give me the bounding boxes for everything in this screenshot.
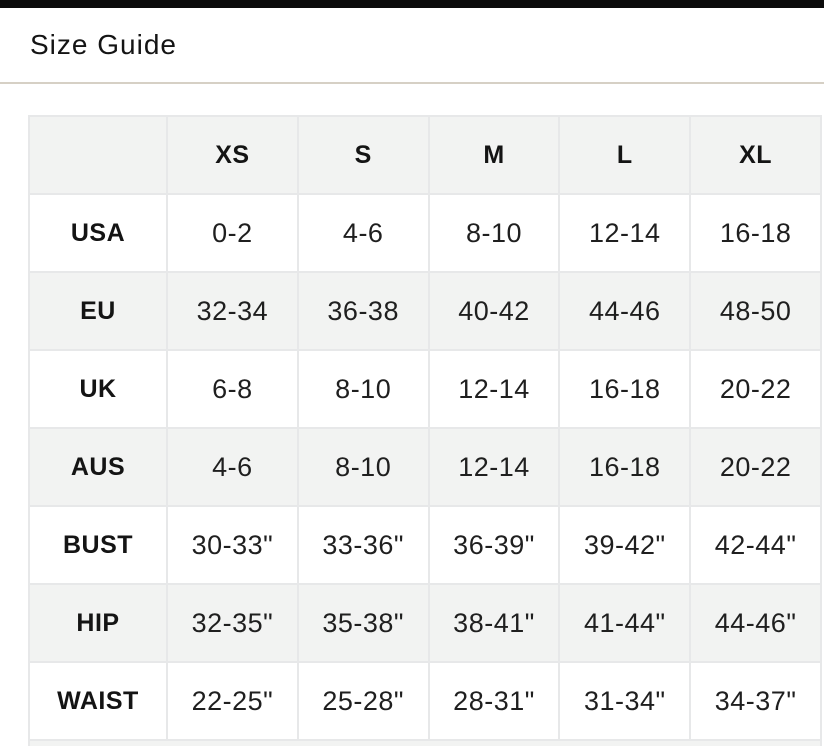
size-column-header: S: [296, 115, 430, 195]
size-guide-scroll-area[interactable]: XS S M L XL USA 0-2 4-6 8-10 12-14 16-18 EU 32-34 36…: [28, 115, 822, 746]
size-value-cell: 16-18: [558, 427, 692, 507]
size-value-cell: 8-10: [427, 193, 561, 273]
modal-top-bar: [0, 0, 824, 8]
row-label: AUS: [28, 427, 168, 507]
size-value-cell: 31-34": [558, 661, 692, 741]
size-value-cell: 34-37": [689, 661, 822, 741]
size-value-cell: 20-22: [689, 349, 822, 429]
size-value-cell: 8-10: [296, 349, 430, 429]
row-label: EU: [28, 271, 168, 351]
size-value-cell: 12-14: [427, 349, 561, 429]
row-label: UK: [28, 349, 168, 429]
table-row: HIP 32-35" 35-38" 38-41" 41-44" 44-46": [28, 583, 822, 663]
size-value-cell: 16-18: [558, 349, 692, 429]
size-value-cell: 44-46: [558, 271, 692, 351]
size-value-cell: 28-31": [427, 661, 561, 741]
size-value-cell: 36-38: [296, 271, 430, 351]
table-row: EU 32-34 36-38 40-42 44-46 48-50: [28, 271, 822, 351]
size-value-cell: 4-6: [166, 427, 299, 507]
size-value-cell: 38-41": [427, 583, 561, 663]
size-value-cell: 44-46": [689, 583, 822, 663]
row-label: HIP: [28, 583, 168, 663]
size-value-cell: 8-10: [296, 427, 430, 507]
modal-header: Size Guide: [0, 8, 824, 82]
table-row: USA 0-2 4-6 8-10 12-14 16-18: [28, 193, 822, 273]
size-value-cell: 41-44": [558, 583, 692, 663]
size-value-cell: 48-50: [689, 271, 822, 351]
clipped-next-row: [28, 741, 822, 746]
table-row: WAIST 22-25" 25-28" 28-31" 31-34" 34-37": [28, 661, 822, 741]
size-value-cell: 22-25": [166, 661, 299, 741]
size-value-cell: 12-14: [427, 427, 561, 507]
size-column-header: XS: [166, 115, 299, 195]
table-row: UK 6-8 8-10 12-14 16-18 20-22: [28, 349, 822, 429]
size-value-cell: 12-14: [558, 193, 692, 273]
size-value-cell: 20-22: [689, 427, 822, 507]
size-column-header: M: [427, 115, 561, 195]
size-column-header: XL: [689, 115, 822, 195]
table-row: AUS 4-6 8-10 12-14 16-18 20-22: [28, 427, 822, 507]
size-guide-table: XS S M L XL USA 0-2 4-6 8-10 12-14 16-18 EU 32-34 36…: [28, 115, 822, 741]
page-title: Size Guide: [30, 29, 177, 60]
size-columns-header: XS S M L XL: [28, 115, 822, 195]
size-value-cell: 42-44": [689, 505, 822, 585]
header-divider: [0, 82, 824, 84]
header-row: XS S M L XL: [28, 115, 822, 195]
size-value-cell: 39-42": [558, 505, 692, 585]
row-label: WAIST: [28, 661, 168, 741]
size-value-cell: 25-28": [296, 661, 430, 741]
size-value-cell: 32-35": [166, 583, 299, 663]
size-table-body: USA 0-2 4-6 8-10 12-14 16-18 EU 32-34 36-38 40-42…: [28, 193, 822, 741]
size-value-cell: 36-39": [427, 505, 561, 585]
size-value-cell: 33-36": [296, 505, 430, 585]
row-label: USA: [28, 193, 168, 273]
corner-cell: [28, 115, 168, 195]
size-value-cell: 40-42: [427, 271, 561, 351]
size-value-cell: 16-18: [689, 193, 822, 273]
table-row: BUST 30-33" 33-36" 36-39" 39-42" 42-44": [28, 505, 822, 585]
size-value-cell: 6-8: [166, 349, 299, 429]
row-label: BUST: [28, 505, 168, 585]
size-value-cell: 30-33": [166, 505, 299, 585]
size-value-cell: 35-38": [296, 583, 430, 663]
size-value-cell: 4-6: [296, 193, 430, 273]
size-value-cell: 0-2: [166, 193, 299, 273]
size-column-header: L: [558, 115, 692, 195]
size-value-cell: 32-34: [166, 271, 299, 351]
